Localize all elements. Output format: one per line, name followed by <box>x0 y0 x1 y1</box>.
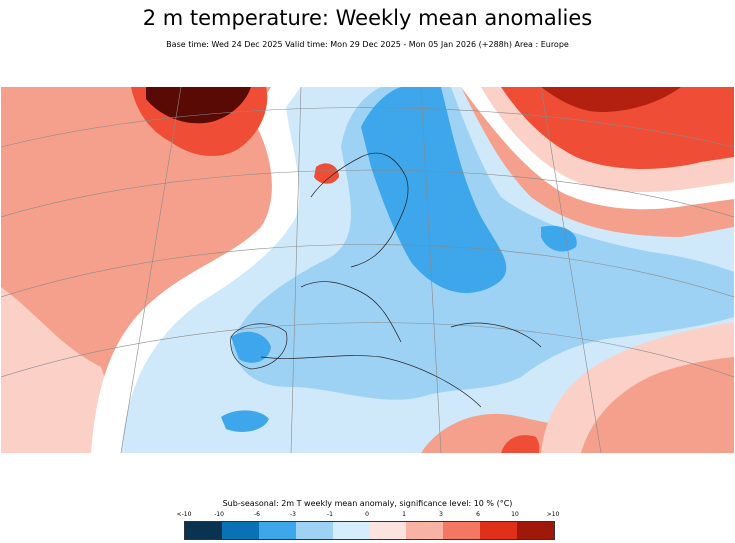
legend-swatch <box>369 522 407 539</box>
warm-hot-spot-south <box>501 435 540 453</box>
legend-swatch <box>332 522 370 539</box>
legend-swatch <box>480 522 518 539</box>
warm-strong-zone-middle-east <box>581 357 734 453</box>
legend-label: -3 <box>290 511 296 518</box>
legend-label: 3 <box>439 511 443 518</box>
legend-swatch <box>185 522 222 539</box>
cold-strong-zone-east <box>541 225 577 252</box>
page-subtitle: Base time: Wed 24 Dec 2025 Valid time: M… <box>166 40 569 49</box>
legend-label: >10 <box>546 511 560 518</box>
legend-swatch <box>443 522 481 539</box>
legend-label: <-10 <box>176 511 192 518</box>
legend-colorbar <box>184 521 555 540</box>
legend-labels: <-10 -10 -6 -3 -1 0 1 3 6 10 >10 <box>172 511 572 520</box>
legend-label: -1 <box>327 511 333 518</box>
warm-strong-zone-russia <box>541 87 681 112</box>
warm-extreme-greenland <box>146 87 251 124</box>
legend-label: -10 <box>214 511 224 518</box>
warm-zone-russia <box>501 87 734 169</box>
cold-strong-zone-north-africa <box>221 410 269 432</box>
warm-zone-iceland <box>314 163 339 184</box>
legend-swatch <box>295 522 333 539</box>
legend-label: -6 <box>254 511 260 518</box>
legend-title: Sub-seasonal: 2m T weekly mean anomaly, … <box>222 499 513 508</box>
cold-strong-zone-iberia <box>231 331 271 363</box>
legend-swatch <box>258 522 296 539</box>
legend-label: 0 <box>365 511 369 518</box>
cold-strong-zone-scandinavia <box>361 87 507 293</box>
legend-swatch <box>517 522 555 539</box>
page-title: 2 m temperature: Weekly mean anomalies <box>142 6 593 30</box>
legend-label: 6 <box>476 511 480 518</box>
anomaly-map <box>1 87 734 453</box>
coastlines <box>230 152 542 408</box>
graticule <box>1 87 734 453</box>
legend-label: 10 <box>511 511 519 518</box>
legend-swatch <box>221 522 259 539</box>
legend-swatch <box>406 522 444 539</box>
legend-label: 1 <box>402 511 406 518</box>
